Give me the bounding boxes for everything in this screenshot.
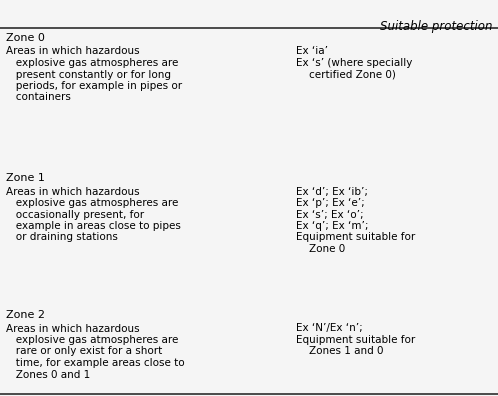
Text: Zone 1: Zone 1 bbox=[6, 173, 45, 183]
Text: Areas in which hazardous: Areas in which hazardous bbox=[6, 46, 139, 57]
Text: time, for example areas close to: time, for example areas close to bbox=[6, 358, 185, 368]
Text: Ex ‘N’/Ex ‘n’;: Ex ‘N’/Ex ‘n’; bbox=[296, 324, 363, 333]
Text: Suitable protection: Suitable protection bbox=[379, 20, 492, 33]
Text: Equipment suitable for: Equipment suitable for bbox=[296, 335, 415, 345]
Text: periods, for example in pipes or: periods, for example in pipes or bbox=[6, 81, 182, 91]
Text: Zone 0: Zone 0 bbox=[296, 244, 346, 254]
Text: explosive gas atmospheres are: explosive gas atmospheres are bbox=[6, 198, 178, 208]
Text: containers: containers bbox=[6, 93, 71, 103]
Text: example in areas close to pipes: example in areas close to pipes bbox=[6, 221, 181, 231]
Text: explosive gas atmospheres are: explosive gas atmospheres are bbox=[6, 58, 178, 68]
Text: explosive gas atmospheres are: explosive gas atmospheres are bbox=[6, 335, 178, 345]
Text: Ex ‘s’; Ex ‘o’;: Ex ‘s’; Ex ‘o’; bbox=[296, 209, 364, 219]
Text: Zones 1 and 0: Zones 1 and 0 bbox=[296, 346, 384, 356]
Text: certified Zone 0): certified Zone 0) bbox=[296, 70, 396, 80]
Text: Ex ‘p’; Ex ‘e’;: Ex ‘p’; Ex ‘e’; bbox=[296, 198, 365, 208]
Text: Zone 0: Zone 0 bbox=[6, 33, 45, 43]
Text: Areas in which hazardous: Areas in which hazardous bbox=[6, 187, 139, 196]
Text: or draining stations: or draining stations bbox=[6, 232, 118, 242]
Text: Ex ‘d’; Ex ‘ib’;: Ex ‘d’; Ex ‘ib’; bbox=[296, 187, 369, 196]
Text: rare or only exist for a short: rare or only exist for a short bbox=[6, 346, 162, 356]
Text: present constantly or for long: present constantly or for long bbox=[6, 70, 171, 80]
Text: Equipment suitable for: Equipment suitable for bbox=[296, 232, 415, 242]
Text: Ex ‘ia’: Ex ‘ia’ bbox=[296, 46, 328, 57]
Text: Areas in which hazardous: Areas in which hazardous bbox=[6, 324, 139, 333]
Text: Ex ‘q’; Ex ‘m’;: Ex ‘q’; Ex ‘m’; bbox=[296, 221, 369, 231]
Text: Zone 2: Zone 2 bbox=[6, 310, 45, 320]
Text: Ex ‘s’ (where specially: Ex ‘s’ (where specially bbox=[296, 58, 413, 68]
Text: Zones 0 and 1: Zones 0 and 1 bbox=[6, 369, 90, 379]
Text: occasionally present, for: occasionally present, for bbox=[6, 209, 144, 219]
